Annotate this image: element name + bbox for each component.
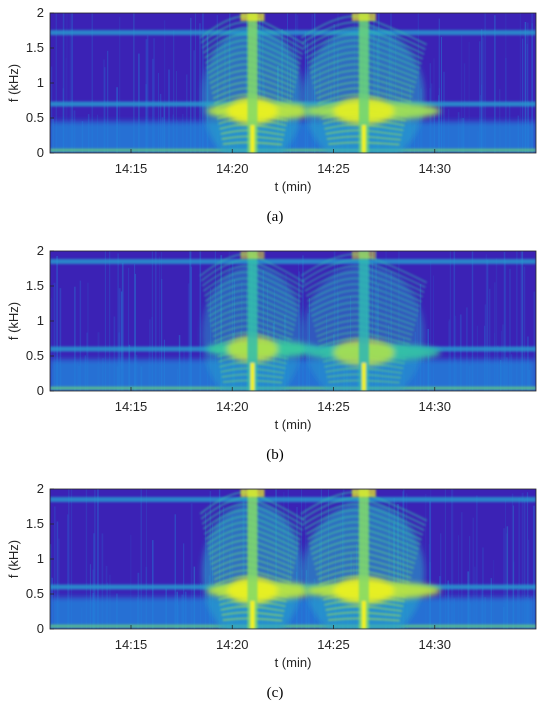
x-axis: 14:15 14:20 14:25 14:30 t (min) bbox=[115, 149, 451, 194]
x-tick-label: 14:15 bbox=[115, 399, 148, 414]
panel-caption: (a) bbox=[267, 209, 284, 225]
pass-by-event bbox=[300, 13, 441, 153]
y-tick-label: 1 bbox=[37, 551, 44, 566]
spectrogram-panel-3: 0 0.5 1 1.5 2 f (kHz) 14:15 14:20 14:25 14:30 t (m… bbox=[6, 481, 537, 701]
x-tick-label: 14:30 bbox=[418, 637, 451, 652]
x-tick-label: 14:20 bbox=[216, 637, 249, 652]
spectrogram-image bbox=[50, 13, 536, 153]
y-tick-label: 1.5 bbox=[26, 40, 44, 55]
x-tick-label: 14:25 bbox=[317, 637, 350, 652]
y-tick-label: 2 bbox=[37, 243, 44, 258]
y-axis: 0 0.5 1 1.5 2 f (kHz) bbox=[6, 5, 54, 160]
pass-by-event bbox=[300, 251, 441, 391]
y-tick-label: 2 bbox=[37, 5, 44, 20]
y-axis-label: f (kHz) bbox=[6, 302, 21, 340]
panel-caption: (b) bbox=[266, 447, 284, 463]
y-axis: 0 0.5 1 1.5 2 f (kHz) bbox=[6, 243, 54, 398]
y-tick-label: 0.5 bbox=[26, 110, 44, 125]
y-axis-label: f (kHz) bbox=[6, 540, 21, 578]
y-tick-label: 2 bbox=[37, 481, 44, 496]
frequency-band bbox=[50, 386, 536, 390]
panel-caption: (c) bbox=[267, 685, 284, 701]
pass-by-event bbox=[199, 489, 319, 629]
x-tick-label: 14:15 bbox=[115, 637, 148, 652]
spectrogram-image bbox=[50, 251, 536, 391]
frequency-band bbox=[50, 259, 536, 264]
x-tick-label: 14:20 bbox=[216, 399, 249, 414]
spectrogram-image bbox=[50, 489, 536, 629]
y-tick-label: 1.5 bbox=[26, 516, 44, 531]
x-axis-label: t (min) bbox=[275, 417, 312, 432]
x-tick-label: 14:20 bbox=[216, 161, 249, 176]
y-tick-label: 1 bbox=[37, 313, 44, 328]
frequency-band bbox=[50, 497, 536, 502]
pass-by-event bbox=[199, 251, 319, 391]
x-tick-label: 14:30 bbox=[418, 161, 451, 176]
y-tick-label: 1.5 bbox=[26, 278, 44, 293]
y-tick-label: 0 bbox=[37, 383, 44, 398]
pass-by-event bbox=[199, 13, 319, 153]
x-axis: 14:15 14:20 14:25 14:30 t (min) bbox=[115, 625, 451, 670]
y-axis: 0 0.5 1 1.5 2 f (kHz) bbox=[6, 481, 54, 636]
y-axis-label: f (kHz) bbox=[6, 64, 21, 102]
spectrogram-panel-2: 0 0.5 1 1.5 2 f (kHz) 14:15 14:20 14:25 14:30 t (m… bbox=[6, 243, 537, 463]
y-tick-label: 0.5 bbox=[26, 348, 44, 363]
x-tick-label: 14:25 bbox=[317, 161, 350, 176]
x-tick-label: 14:30 bbox=[418, 399, 451, 414]
frequency-band bbox=[50, 30, 536, 36]
pass-by-event bbox=[300, 489, 441, 629]
y-tick-label: 1 bbox=[37, 75, 44, 90]
spectrogram-panel-1: 0 0.5 1 1.5 2 f (kHz) 14:15 14:20 14:25 14:30 t (m… bbox=[6, 5, 537, 225]
x-tick-label: 14:25 bbox=[317, 399, 350, 414]
x-axis-label: t (min) bbox=[275, 655, 312, 670]
frequency-band bbox=[50, 624, 536, 628]
y-tick-label: 0.5 bbox=[26, 586, 44, 601]
x-tick-label: 14:15 bbox=[115, 161, 148, 176]
frequency-band bbox=[50, 148, 536, 152]
y-tick-label: 0 bbox=[37, 621, 44, 636]
x-axis: 14:15 14:20 14:25 14:30 t (min) bbox=[115, 387, 451, 432]
x-axis-label: t (min) bbox=[275, 179, 312, 194]
y-tick-label: 0 bbox=[37, 145, 44, 160]
